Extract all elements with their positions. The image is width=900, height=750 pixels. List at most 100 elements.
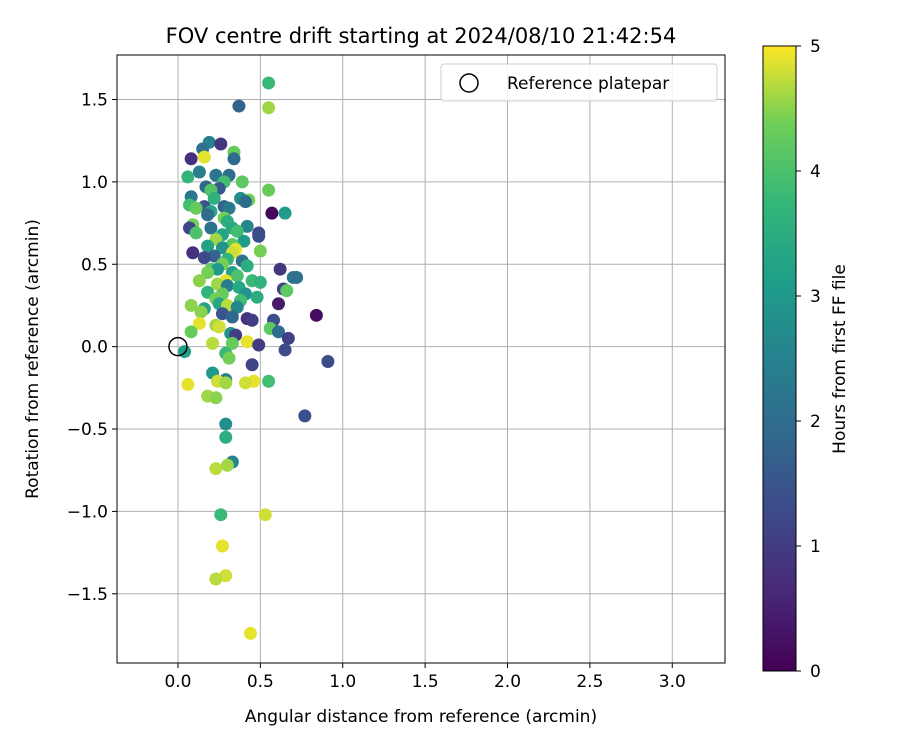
x-tick-label: 0.0 — [164, 672, 191, 692]
data-point — [219, 430, 233, 444]
data-point — [281, 331, 295, 345]
data-point — [239, 376, 253, 390]
data-point — [262, 101, 276, 115]
data-point — [189, 201, 203, 215]
data-point — [184, 298, 198, 312]
data-point — [230, 300, 244, 314]
data-point — [197, 251, 211, 265]
data-point — [235, 175, 249, 189]
data-point — [262, 374, 276, 388]
x-tick-label: 1.0 — [329, 672, 356, 692]
legend-entry-reference-platepar: Reference platepar — [507, 74, 669, 94]
data-point — [278, 206, 292, 220]
legend-box — [440, 63, 718, 102]
data-point — [197, 150, 211, 164]
colorbar-tick-label: 0 — [810, 662, 821, 682]
x-tick-label: 2.5 — [576, 672, 603, 692]
data-point — [212, 320, 226, 334]
data-point — [206, 336, 220, 350]
data-point — [253, 244, 267, 258]
data-point — [240, 219, 254, 233]
data-point — [240, 259, 254, 273]
data-point — [227, 152, 241, 166]
data-point — [225, 310, 239, 324]
data-point — [290, 270, 304, 284]
data-point — [250, 290, 264, 304]
x-tick-label: 2.0 — [494, 672, 521, 692]
data-point — [239, 195, 253, 209]
data-point — [230, 224, 244, 238]
data-point — [298, 409, 312, 423]
y-axis-label: Rotation from reference (arcmin) — [23, 219, 43, 499]
y-tick-label: −1.0 — [67, 502, 108, 522]
data-point — [192, 317, 206, 331]
data-points — [168, 76, 335, 640]
data-point — [252, 338, 266, 352]
data-point — [207, 191, 221, 205]
data-point — [245, 358, 259, 372]
data-point — [240, 335, 254, 349]
data-point — [222, 201, 236, 215]
data-point — [209, 572, 223, 586]
data-point — [321, 354, 335, 368]
data-point — [201, 265, 215, 279]
data-point — [219, 569, 233, 583]
data-point — [253, 275, 267, 289]
colorbar-gradient — [762, 45, 797, 672]
plot-frame — [116, 54, 726, 664]
data-point — [273, 262, 287, 276]
data-point — [232, 99, 246, 113]
data-point — [237, 234, 251, 248]
data-point — [211, 262, 225, 276]
data-point — [265, 206, 279, 220]
data-point — [225, 336, 239, 350]
x-tick-label: 3.0 — [659, 672, 686, 692]
data-point — [230, 269, 244, 283]
data-point — [262, 76, 276, 90]
x-axis-label: Angular distance from reference (arcmin) — [245, 707, 597, 727]
colorbar-tick-label: 4 — [810, 162, 821, 182]
data-point — [184, 152, 198, 166]
data-point — [262, 183, 276, 197]
colorbar-ticks: 0 1 2 3 4 5 — [796, 37, 821, 682]
data-point — [215, 307, 229, 321]
data-point — [271, 325, 285, 339]
data-point — [214, 508, 228, 522]
data-point — [209, 391, 223, 405]
data-point — [194, 305, 208, 319]
chart-title: FOV centre drift starting at 2024/08/10 … — [166, 24, 677, 48]
data-point — [211, 277, 225, 291]
data-point — [243, 626, 257, 640]
data-point — [278, 343, 292, 357]
data-point — [309, 308, 323, 322]
data-point — [207, 249, 221, 263]
legend: Reference platepar — [440, 63, 718, 102]
data-point — [192, 274, 206, 288]
data-point — [215, 539, 229, 553]
colorbar-tick-label: 3 — [810, 287, 821, 307]
data-point — [271, 297, 285, 311]
x-tick-label: 0.5 — [247, 672, 274, 692]
y-tick-label: −1.5 — [67, 585, 108, 605]
data-point — [245, 313, 259, 327]
reference-platepar-marker — [168, 336, 188, 357]
data-point — [280, 284, 294, 298]
colorbar-tick-label: 5 — [810, 37, 821, 57]
data-point — [220, 458, 234, 472]
data-point — [219, 376, 233, 390]
y-tick-label: 0.0 — [81, 338, 108, 358]
y-tick-label: 0.5 — [81, 255, 108, 275]
data-point — [201, 239, 215, 253]
data-point — [204, 221, 218, 235]
axis-ticks: 0.0 0.5 1.0 1.5 2.0 2.5 3.0 −1.5 −1.0 −0.5 0.0 0.5 1… — [67, 90, 686, 692]
data-point — [214, 137, 228, 151]
y-tick-label: 1.5 — [81, 90, 108, 110]
data-point — [219, 417, 233, 431]
data-point — [184, 325, 198, 339]
data-point — [181, 378, 195, 392]
legend-reference-marker — [459, 73, 479, 93]
data-point — [189, 226, 203, 240]
colorbar: 0 1 2 3 4 5 Hours from first FF file — [762, 37, 850, 682]
data-point — [192, 165, 206, 179]
data-point — [258, 508, 272, 522]
